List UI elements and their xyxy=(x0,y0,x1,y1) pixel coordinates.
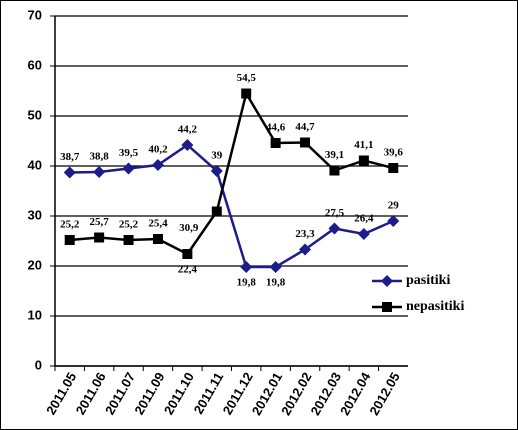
marker xyxy=(270,138,281,148)
marker xyxy=(94,232,105,243)
data-label: 39,1 xyxy=(325,149,344,161)
marker xyxy=(123,235,134,245)
y-tick-label: 20 xyxy=(28,257,42,272)
data-label: 30,9 xyxy=(179,222,199,234)
y-tick-label: 10 xyxy=(28,307,42,322)
marker xyxy=(241,88,252,99)
data-label: 44,2 xyxy=(178,124,198,136)
marker xyxy=(328,222,341,235)
y-tick-label: 60 xyxy=(28,57,42,72)
data-label: 25,2 xyxy=(119,219,139,231)
data-label: 38,7 xyxy=(60,151,80,163)
data-label: 41,1 xyxy=(354,139,373,151)
data-label: 25,7 xyxy=(90,216,110,228)
marker xyxy=(182,249,193,259)
marker xyxy=(240,261,253,273)
marker xyxy=(300,137,311,148)
marker xyxy=(210,165,223,177)
legend-label: pasitiki xyxy=(406,273,450,288)
data-label: 23,3 xyxy=(295,228,315,240)
legend-label: nepasitiki xyxy=(406,299,464,314)
marker xyxy=(211,206,222,217)
legend-marker xyxy=(381,275,393,287)
data-label: 40,2 xyxy=(148,144,168,156)
marker xyxy=(329,165,340,176)
data-label: 25,2 xyxy=(60,219,80,231)
data-label: 19,8 xyxy=(237,277,257,289)
marker xyxy=(357,228,370,240)
data-label: 44,6 xyxy=(266,122,286,134)
marker xyxy=(64,235,75,245)
marker xyxy=(387,215,400,227)
marker xyxy=(63,166,76,179)
marker xyxy=(93,166,106,178)
marker xyxy=(122,162,135,175)
y-tick-label: 70 xyxy=(28,7,42,22)
data-label: 25,4 xyxy=(148,218,168,230)
data-label: 27,5 xyxy=(325,207,345,219)
marker xyxy=(299,243,312,256)
data-label: 39,6 xyxy=(384,147,404,159)
data-label: 29 xyxy=(388,200,400,212)
data-label: 39 xyxy=(211,150,223,162)
marker xyxy=(388,163,399,173)
marker xyxy=(269,261,282,273)
data-label: 38,8 xyxy=(90,151,110,163)
data-label: 39,5 xyxy=(119,147,139,159)
y-tick-label: 0 xyxy=(35,357,42,372)
data-label: 22,4 xyxy=(178,264,198,276)
marker xyxy=(151,159,164,171)
y-tick-label: 40 xyxy=(28,157,42,172)
y-tick-label: 30 xyxy=(28,207,42,222)
data-label: 19,8 xyxy=(266,277,286,289)
data-label: 54,5 xyxy=(237,72,257,84)
marker xyxy=(181,139,194,151)
data-label: 26,4 xyxy=(354,213,374,225)
legend-marker xyxy=(382,302,392,312)
marker xyxy=(358,155,369,166)
marker xyxy=(152,234,163,244)
data-label: 44,7 xyxy=(295,121,315,133)
y-tick-label: 50 xyxy=(28,107,42,122)
